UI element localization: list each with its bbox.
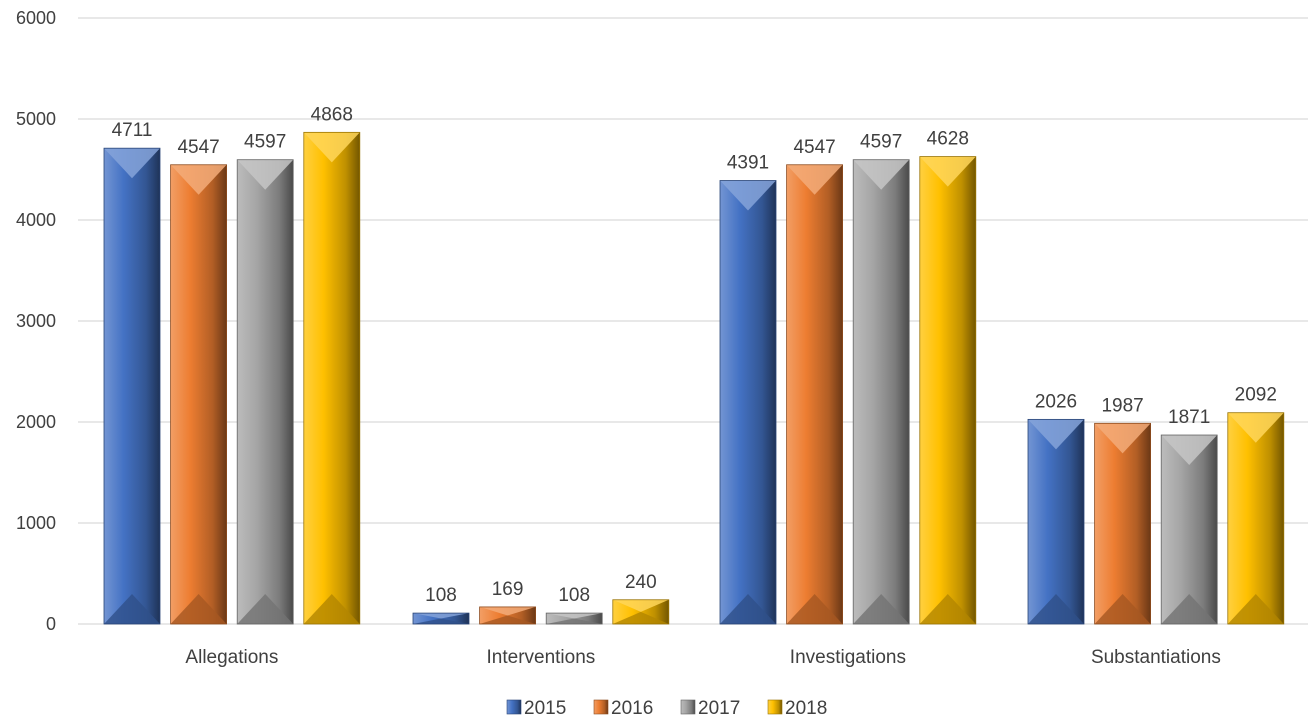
data-label: 108	[558, 585, 590, 606]
y-tick-label: 3000	[16, 311, 56, 331]
data-label: 4711	[112, 120, 153, 141]
data-label: 4547	[177, 137, 219, 158]
category-label: Investigations	[790, 647, 906, 668]
bar-allegations-2018	[303, 131, 361, 625]
y-tick-label: 4000	[16, 210, 56, 230]
legend-label: 2015	[524, 698, 566, 719]
legend-item-2015: 2015	[506, 698, 566, 719]
data-label: 1987	[1101, 395, 1143, 416]
x-axis: Allegations Interventions Investigations Su…	[185, 647, 1220, 668]
bar-substantiations-2015	[1027, 418, 1085, 625]
legend: 2015 2016 2017 2018	[506, 698, 827, 719]
bar-allegations-2016	[170, 164, 228, 625]
data-label: 2026	[1035, 391, 1077, 412]
data-label: 4628	[927, 129, 969, 150]
category-label: Interventions	[487, 647, 596, 668]
category-label: Substantiations	[1091, 647, 1221, 668]
bars: 4711 4547 4597 4868 108 169 108 240 4391 4547 4597…	[103, 104, 1285, 625]
legend-swatch	[593, 699, 609, 715]
data-label: 108	[425, 585, 457, 606]
bar-investigations-2016	[786, 164, 843, 625]
bar-substantiations-2018	[1227, 412, 1285, 625]
bar-interventions-2017	[545, 612, 603, 625]
bar-investigations-2015	[719, 180, 777, 625]
data-label: 2092	[1235, 385, 1277, 406]
bar-investigations-2018	[919, 156, 977, 625]
bar-interventions-2015	[412, 612, 470, 625]
data-label: 169	[492, 579, 524, 600]
y-tick-label: 6000	[16, 8, 56, 28]
data-label: 4597	[860, 132, 902, 153]
bar-interventions-2018	[612, 599, 670, 625]
y-axis: 0 1000 2000 3000 4000 5000 6000	[16, 8, 56, 634]
legend-label: 2017	[698, 698, 740, 719]
bar-investigations-2017	[852, 159, 910, 625]
legend-item-2016: 2016	[593, 698, 653, 719]
data-label: 4868	[311, 104, 353, 125]
legend-item-2018: 2018	[767, 698, 827, 719]
data-label: 4391	[727, 153, 769, 174]
data-label: 4597	[244, 132, 286, 153]
legend-swatch	[680, 699, 696, 715]
y-tick-label: 1000	[16, 513, 56, 533]
legend-swatch	[506, 699, 522, 715]
legend-label: 2018	[785, 698, 827, 719]
data-label: 1871	[1168, 407, 1210, 428]
y-tick-label: 2000	[16, 412, 56, 432]
bar-substantiations-2017	[1160, 434, 1218, 625]
y-tick-label: 5000	[16, 109, 56, 129]
bar-allegations-2017	[236, 159, 294, 625]
bar-substantiations-2016	[1094, 422, 1151, 625]
legend-swatch	[767, 699, 783, 715]
category-label: Allegations	[185, 647, 278, 668]
data-label: 240	[625, 572, 657, 593]
legend-item-2017: 2017	[680, 698, 740, 719]
legend-label: 2016	[611, 698, 653, 719]
y-tick-label: 0	[46, 614, 56, 634]
data-label: 4547	[793, 137, 835, 158]
bar-allegations-2015	[103, 147, 161, 625]
bar-interventions-2016	[479, 606, 537, 625]
